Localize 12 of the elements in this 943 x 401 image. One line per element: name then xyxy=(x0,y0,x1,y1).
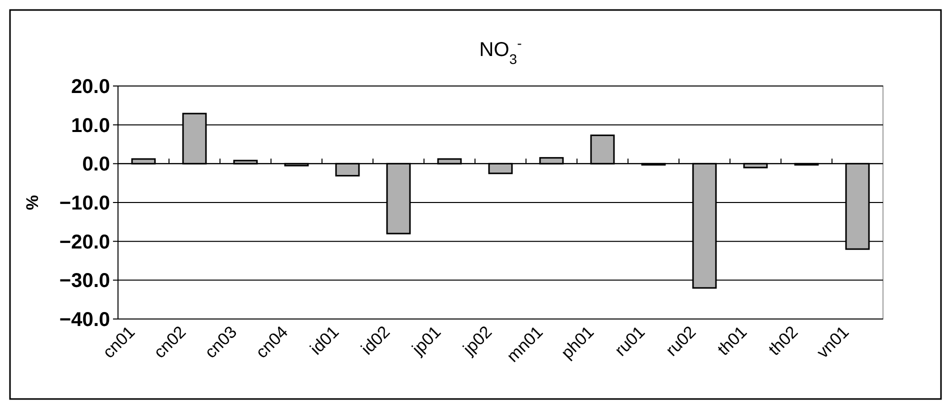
y-axis-title: % xyxy=(23,194,42,210)
y-tick-label: 0.0 xyxy=(82,154,110,176)
y-tick-label: −30.0 xyxy=(59,270,110,292)
x-tick-label: id02 xyxy=(358,322,394,359)
y-tick-label: −20.0 xyxy=(59,231,110,254)
x-tick-label: id01 xyxy=(306,322,343,359)
x-tick-label: th01 xyxy=(714,322,751,360)
y-tick-label: −10.0 xyxy=(59,192,110,214)
y-tick-label: 20.0 xyxy=(71,76,110,98)
x-tick-label: th02 xyxy=(764,322,802,360)
y-tick-label: −40.0 xyxy=(59,309,110,331)
y-tick-label: 10.0 xyxy=(71,114,110,137)
